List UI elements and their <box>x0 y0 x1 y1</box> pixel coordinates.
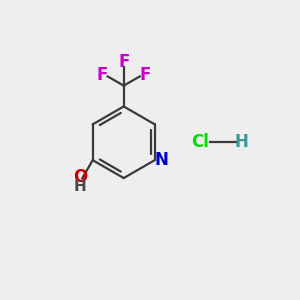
Text: N: N <box>154 151 168 169</box>
Text: F: F <box>97 66 108 84</box>
Text: O: O <box>73 168 87 186</box>
Text: H: H <box>74 179 86 194</box>
Text: Cl: Cl <box>191 133 209 151</box>
Text: H: H <box>235 133 248 151</box>
Text: F: F <box>140 66 151 84</box>
Text: F: F <box>118 53 129 71</box>
